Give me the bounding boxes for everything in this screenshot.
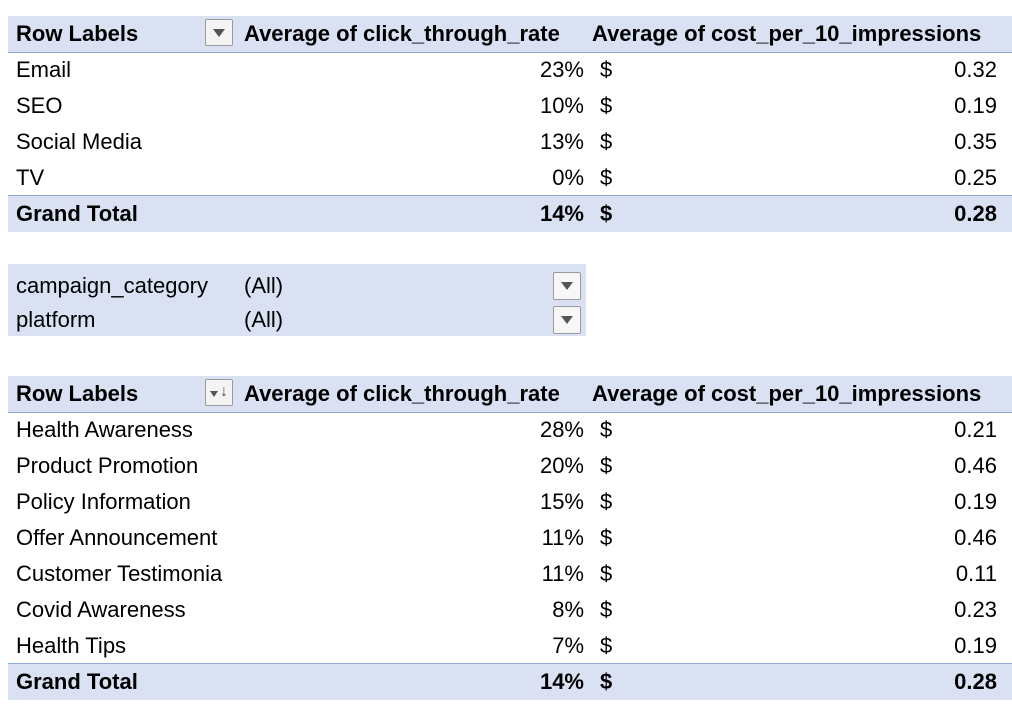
cost-value: 0.46 [954,453,997,478]
row-label: Social Media [16,129,142,154]
table-row[interactable]: Social Media 13% $ 0.35 [8,124,1012,160]
row-label: Offer Announcement [16,525,218,550]
ctr-total: 14% [539,669,584,694]
cost-value: 0.11 [955,561,997,586]
ctr-total: 14% [539,201,584,226]
table-row[interactable]: Health Awareness 28% $ 0.21 [8,412,1012,448]
row-label: Product Promotion [16,453,199,478]
dropdown-arrow-icon [561,282,573,290]
cost-value: 0.21 [954,417,997,442]
ctr-column-header: Average of click_through_rate [244,21,560,46]
cost-total: 0.28 [954,669,997,694]
platform-dropdown-button[interactable] [553,306,581,334]
campaign-category-dropdown-button[interactable] [553,272,581,300]
row-label: TV [16,165,45,190]
row-labels-filter-button[interactable] [205,19,233,46]
currency-symbol: $ [600,417,613,442]
table-row[interactable]: Product Promotion 20% $ 0.46 [8,448,1012,484]
filter-platform: platform (All) [8,302,586,338]
dropdown-arrow-icon [210,391,218,397]
filter-name: platform [16,307,96,332]
cost-value: 0.19 [954,93,997,118]
pivot2-header-row: Row Labels ↓ Average of click_through_ra… [8,376,1012,413]
currency-symbol: $ [600,129,613,154]
currency-symbol: $ [600,489,613,514]
currency-symbol: $ [600,561,613,586]
currency-symbol: $ [600,597,613,622]
cost-value: 0.32 [954,57,997,82]
table-row[interactable]: Covid Awareness 8% $ 0.23 [8,592,1012,628]
row-labels-header: Row Labels [16,21,139,46]
row-label: SEO [16,93,63,118]
filter-campaign-category: campaign_category (All) [8,268,586,304]
ctr-value: 11% [541,561,584,586]
currency-symbol: $ [600,201,613,226]
ctr-value: 11% [541,525,584,550]
ctr-value: 15% [539,489,584,514]
ctr-value: 7% [552,633,584,658]
row-labels-sort-button[interactable]: ↓ [205,379,233,406]
grand-total-row[interactable]: Grand Total 14% $ 0.28 [8,195,1012,232]
ctr-value: 28% [539,417,584,442]
row-label: Health Awareness [16,417,193,442]
filter-name: campaign_category [16,273,209,298]
dropdown-arrow-icon [561,316,573,324]
row-label: Email [16,57,72,82]
table-row[interactable]: Policy Information 15% $ 0.19 [8,484,1012,520]
filter-value: (All) [244,273,284,298]
cost-column-header: Average of cost_per_10_impressions [592,21,982,46]
row-label: Policy Information [16,489,191,514]
report-filter-area: campaign_category (All) platform (All) [8,264,586,336]
table-row[interactable]: TV 0% $ 0.25 [8,160,1012,196]
currency-symbol: $ [600,453,613,478]
currency-symbol: $ [600,165,613,190]
currency-symbol: $ [600,57,613,82]
ctr-value: 23% [539,57,584,82]
cost-value: 0.19 [954,633,997,658]
row-labels-header: Row Labels [16,381,139,406]
sort-descending-icon: ↓ [220,383,228,400]
currency-symbol: $ [600,669,613,694]
ctr-value: 20% [539,453,584,478]
table-row[interactable]: Health Tips 7% $ 0.19 [8,628,1012,664]
currency-symbol: $ [600,633,613,658]
table-row[interactable]: Customer Testimonia 11% $ 0.11 [8,556,1012,592]
cost-value: 0.25 [954,165,997,190]
filter-value: (All) [244,307,284,332]
grand-total-label: Grand Total [16,201,138,226]
cost-value: 0.35 [954,129,997,154]
grand-total-row[interactable]: Grand Total 14% $ 0.28 [8,663,1012,700]
cost-value: 0.19 [954,489,997,514]
dropdown-arrow-icon [213,29,225,37]
row-label: Covid Awareness [16,597,186,622]
currency-symbol: $ [600,525,613,550]
row-label: Health Tips [16,633,127,658]
pivot1-header-row: Row Labels Average of click_through_rate… [8,16,1012,53]
cost-column-header: Average of cost_per_10_impressions [592,381,982,406]
ctr-value: 0% [552,165,584,190]
table-row[interactable]: Offer Announcement 11% $ 0.46 [8,520,1012,556]
row-label: Customer Testimonia [16,561,223,586]
currency-symbol: $ [600,93,613,118]
cost-value: 0.46 [954,525,997,550]
cost-value: 0.23 [954,597,997,622]
grand-total-label: Grand Total [16,669,138,694]
cost-total: 0.28 [954,201,997,226]
table-row[interactable]: SEO 10% $ 0.19 [8,88,1012,124]
ctr-value: 8% [552,597,584,622]
table-row[interactable]: Email 23% $ 0.32 [8,52,1012,88]
ctr-value: 10% [539,93,584,118]
ctr-column-header: Average of click_through_rate [244,381,560,406]
ctr-value: 13% [539,129,584,154]
